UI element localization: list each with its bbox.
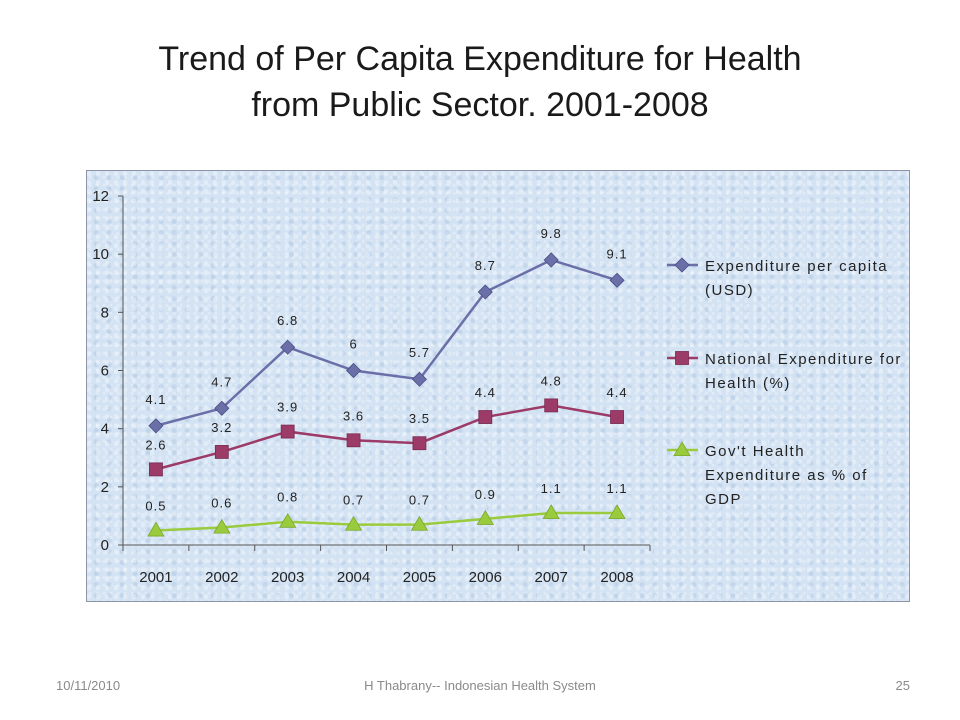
legend-label-1: Expenditure per capita [705, 258, 888, 275]
legend-label-2: Health (%) [705, 375, 791, 392]
data-label-1: 6 [349, 337, 357, 352]
data-label-2: 2.6 [145, 437, 166, 452]
legend-label-2: National Expenditure for [705, 351, 902, 368]
data-point-1 [543, 252, 559, 268]
data-label-1: 6.8 [277, 313, 298, 328]
data-point-3 [476, 510, 495, 525]
data-point-2 [478, 410, 493, 424]
legend-label-3: GDP [705, 491, 742, 508]
series-line-2 [155, 404, 618, 471]
slide-title: Trend of Per Capita Expenditure for Heal… [60, 36, 900, 128]
data-point-2 [214, 445, 229, 459]
y-tick-label: 10 [92, 246, 109, 263]
data-point-2 [412, 436, 427, 451]
page-number: 25 [895, 678, 910, 693]
data-label-2: 3.2 [211, 420, 232, 435]
data-point-2 [544, 398, 559, 413]
legend-marker-2 [675, 351, 689, 365]
data-label-1: 9.8 [541, 226, 562, 241]
x-tick-label: 2007 [535, 569, 568, 586]
legend-label-3: Expenditure as % of [705, 467, 868, 484]
data-label-3: 0.7 [409, 493, 430, 508]
data-point-3 [410, 515, 429, 531]
data-point-1 [411, 371, 428, 387]
x-tick-label: 2004 [337, 569, 370, 586]
slide-title-line-2: from Public Sector. 2001-2008 [251, 86, 709, 124]
series-line-1 [155, 258, 618, 427]
data-label-2: 3.5 [409, 411, 430, 426]
footer-date: 10/11/2010 [56, 678, 121, 693]
x-tick-label: 2002 [205, 569, 238, 586]
data-point-1 [214, 400, 230, 416]
data-point-2 [149, 462, 163, 477]
x-tick-label: 2003 [271, 569, 304, 586]
slide-title-line-1: Trend of Per Capita Expenditure for Heal… [158, 40, 802, 78]
x-tick-label: 2006 [469, 569, 502, 586]
legend-marker-1 [674, 257, 690, 273]
data-point-2 [610, 410, 624, 424]
data-label-2: 4.8 [541, 373, 562, 388]
data-label-3: 1.1 [607, 481, 628, 496]
data-point-1 [477, 284, 493, 300]
data-point-2 [280, 424, 295, 439]
data-point-3 [213, 518, 231, 534]
data-point-2 [346, 433, 361, 448]
y-tick-label: 2 [101, 479, 109, 496]
data-point-3 [608, 504, 626, 520]
y-tick-label: 4 [101, 421, 109, 438]
data-point-1 [148, 418, 164, 434]
data-label-2: 3.6 [343, 408, 364, 423]
data-label-2: 4.4 [607, 385, 628, 400]
data-label-3: 0.8 [277, 490, 298, 505]
data-point-1 [345, 362, 362, 379]
data-label-2: 4.4 [475, 385, 496, 400]
x-tick-label: 2005 [403, 569, 436, 586]
data-label-1: 9.1 [607, 246, 628, 261]
legend-marker-3 [673, 441, 691, 457]
data-label-3: 1.1 [541, 481, 562, 496]
y-tick-label: 6 [101, 363, 109, 380]
data-label-3: 0.7 [343, 493, 364, 508]
data-label-1: 5.7 [409, 345, 430, 360]
data-point-1 [280, 339, 296, 355]
data-label-3: 0.5 [145, 498, 166, 513]
data-point-3 [147, 521, 165, 537]
data-point-1 [609, 272, 625, 288]
line-chart: 0 2 4 6 8 10 12 2001 2002 2003 2004 2005 2006 2007 200… [92, 188, 902, 586]
data-label-3: 0.6 [211, 496, 232, 511]
y-tick-label: 12 [92, 188, 109, 205]
series-line-3 [155, 511, 618, 532]
x-tick-label: 2008 [600, 569, 633, 586]
footer-presenter: H Thabrany-- Indonesian Health System [364, 678, 596, 693]
y-tick-label: 0 [101, 537, 109, 554]
data-label-2: 3.9 [277, 400, 298, 415]
x-tick-label: 2001 [139, 569, 172, 586]
legend-label-1: (USD) [705, 282, 754, 299]
data-label-3: 0.9 [475, 487, 496, 502]
data-point-3 [344, 515, 363, 531]
y-tick-label: 8 [101, 304, 109, 321]
data-label-1: 4.7 [211, 374, 232, 389]
data-point-3 [542, 504, 560, 520]
data-label-1: 4.1 [145, 392, 166, 407]
data-point-3 [278, 512, 297, 528]
legend-label-3: Gov't Health [705, 443, 805, 460]
chart-area: 0 2 4 6 8 10 12 2001 2002 2003 2004 2005 2006 2007 200… [86, 170, 910, 602]
data-label-1: 8.7 [475, 258, 496, 273]
